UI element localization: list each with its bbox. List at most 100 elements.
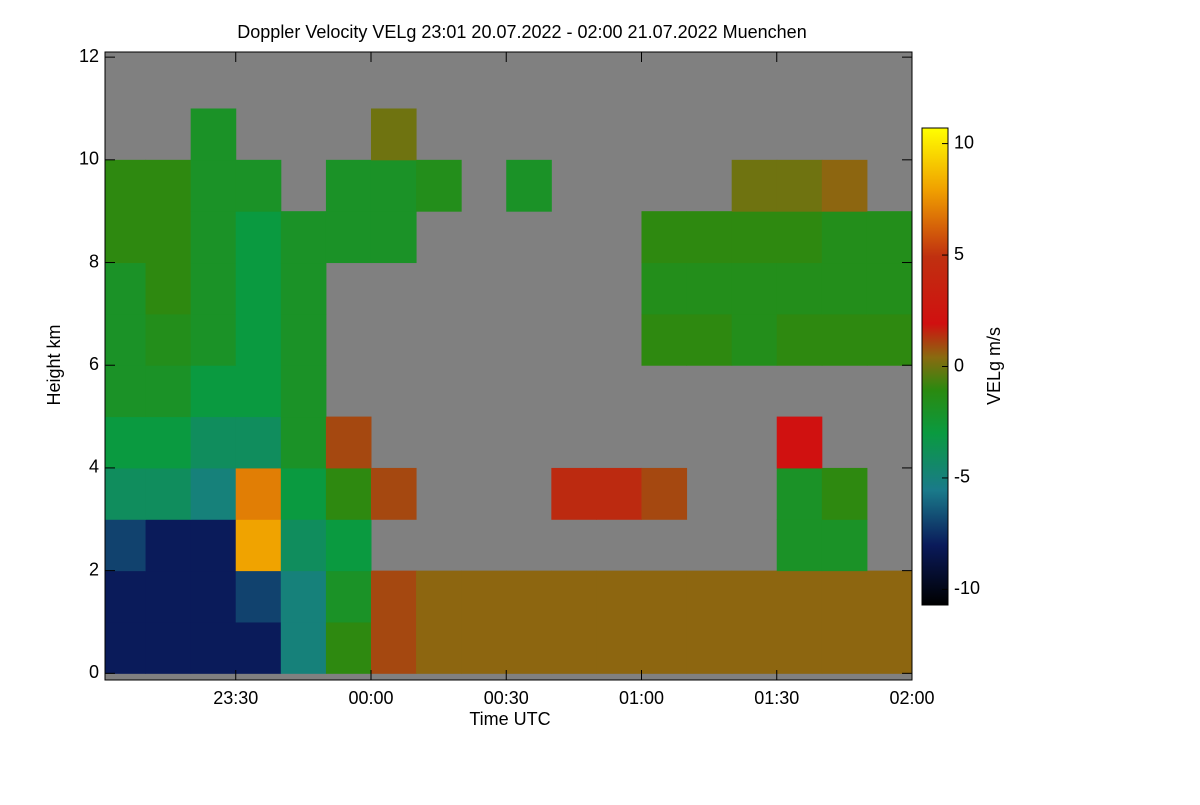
heatmap-cell	[821, 519, 868, 572]
heatmap-cell	[325, 621, 372, 674]
heatmap-cell	[731, 159, 778, 212]
heatmap-cell	[145, 313, 192, 366]
heatmap-cell	[145, 262, 192, 315]
heatmap-cell	[280, 467, 327, 520]
heatmap-cell	[325, 467, 372, 520]
heatmap-cell	[506, 570, 552, 623]
heatmap-cell	[731, 262, 778, 315]
x-axis-label: Time UTC	[469, 709, 550, 729]
heatmap-cell	[235, 519, 282, 572]
heatmap-cell	[641, 467, 688, 520]
colorbar-label: VELg m/s	[984, 327, 1004, 405]
heatmap-cell	[370, 159, 417, 212]
heatmap-cell	[325, 519, 372, 572]
heatmap-cell	[280, 262, 327, 315]
heatmap-cell	[370, 211, 417, 264]
heatmap-cell	[776, 416, 823, 469]
heatmap-cell	[821, 262, 868, 315]
heatmap-cell	[551, 621, 597, 674]
heatmap-cell	[235, 621, 282, 674]
heatmap-cell	[235, 365, 282, 418]
heatmap-cell	[641, 313, 688, 366]
heatmap-cell	[190, 108, 237, 161]
chart-title: Doppler Velocity VELg 23:01 20.07.2022 -…	[237, 22, 806, 42]
heatmap-cell	[105, 365, 147, 418]
y-tick-label: 4	[89, 457, 99, 477]
heatmap-cell	[506, 159, 552, 212]
colorbar-tick-label: -10	[954, 578, 980, 598]
heatmap-cell	[416, 159, 462, 212]
heatmap-cell	[821, 313, 868, 366]
heatmap-cell	[731, 313, 778, 366]
heatmap-cell	[686, 570, 733, 623]
heatmap-cell	[235, 416, 282, 469]
heatmap-cell	[190, 262, 237, 315]
heatmap-cell	[105, 570, 147, 623]
heatmap-cell	[325, 159, 372, 212]
y-tick-label: 12	[79, 46, 99, 66]
colorbar-tick-label: 10	[954, 132, 974, 152]
heatmap-cell	[105, 262, 147, 315]
heatmap-cell	[105, 467, 147, 520]
y-tick-label: 2	[89, 559, 99, 579]
heatmap-cell	[866, 262, 912, 315]
heatmap-cell	[190, 570, 237, 623]
heatmap-cell	[105, 313, 147, 366]
colorbar-tick-label: 0	[954, 355, 964, 375]
heatmap-cell	[145, 159, 192, 212]
heatmap-cell	[190, 313, 237, 366]
x-tick-label: 01:30	[754, 688, 799, 708]
heatmap-cell	[776, 159, 823, 212]
heatmap-cell	[280, 211, 327, 264]
heatmap-cell	[145, 570, 192, 623]
colorbar-tick-label: -5	[954, 467, 970, 487]
heatmap-cell	[190, 159, 237, 212]
heatmap-cell	[821, 159, 868, 212]
y-tick-label: 10	[79, 149, 99, 169]
heatmap-cell	[280, 365, 327, 418]
heatmap-cell	[235, 262, 282, 315]
heatmap-cell	[776, 570, 823, 623]
heatmap-cell	[776, 467, 823, 520]
heatmap-cell	[866, 211, 912, 264]
heatmap-cell	[370, 467, 417, 520]
heatmap-cell	[190, 416, 237, 469]
heatmap-cell	[235, 211, 282, 264]
heatmap-cell	[190, 519, 237, 572]
heatmap-cell	[596, 467, 642, 520]
heatmap-cell	[235, 570, 282, 623]
heatmap-cell	[551, 467, 597, 520]
heatmap	[105, 108, 912, 674]
heatmap-cell	[280, 313, 327, 366]
heatmap-cell	[686, 621, 733, 674]
heatmap-cell	[686, 262, 733, 315]
heatmap-cell	[686, 313, 733, 366]
heatmap-cell	[370, 570, 417, 623]
heatmap-cell	[821, 211, 868, 264]
heatmap-cell	[190, 211, 237, 264]
x-tick-label: 01:00	[619, 688, 664, 708]
heatmap-cell	[325, 570, 372, 623]
heatmap-cell	[280, 519, 327, 572]
heatmap-cell	[325, 416, 372, 469]
heatmap-cell	[686, 211, 733, 264]
heatmap-cell	[866, 313, 912, 366]
heatmap-cell	[145, 621, 192, 674]
heatmap-cell	[641, 262, 688, 315]
heatmap-cell	[776, 621, 823, 674]
x-tick-label: 00:30	[484, 688, 529, 708]
heatmap-cell	[416, 621, 462, 674]
heatmap-cell	[190, 621, 237, 674]
heatmap-cell	[641, 570, 688, 623]
heatmap-cell	[461, 621, 507, 674]
heatmap-cell	[821, 467, 868, 520]
heatmap-cell	[280, 416, 327, 469]
heatmap-cell	[596, 570, 642, 623]
heatmap-cell	[731, 211, 778, 264]
heatmap-cell	[776, 313, 823, 366]
heatmap-cell	[506, 621, 552, 674]
heatmap-cell	[731, 621, 778, 674]
heatmap-cell	[235, 159, 282, 212]
heatmap-cell	[105, 416, 147, 469]
